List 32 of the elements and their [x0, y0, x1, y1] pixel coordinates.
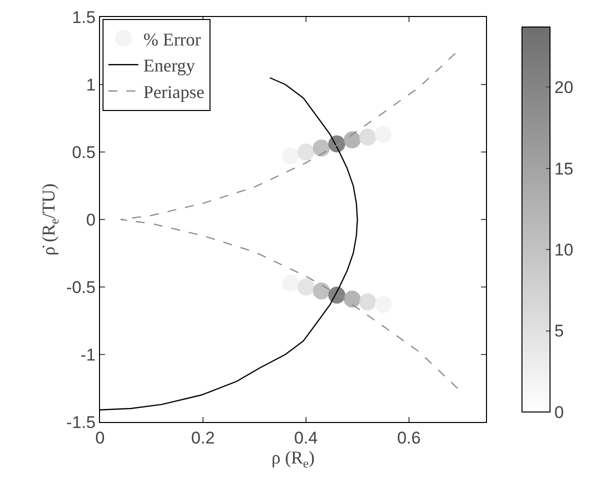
y-tick-label: 0.5	[72, 142, 96, 162]
legend-label: Periapse	[143, 82, 204, 102]
x-tick-label: 0.6	[397, 428, 421, 448]
point	[344, 131, 361, 148]
point	[359, 128, 376, 146]
point	[297, 144, 314, 160]
point	[282, 148, 299, 165]
x-tick-label: 0.2	[191, 428, 215, 448]
point	[374, 296, 392, 314]
color-bar-label: 0	[554, 402, 564, 422]
color-bar-label: 15	[554, 159, 574, 178]
point	[312, 282, 330, 300]
line-series	[120, 52, 461, 392]
point	[312, 139, 330, 156]
point	[374, 126, 392, 143]
color-bar-label: 10	[554, 240, 574, 260]
y-tick-label: -0.5	[66, 278, 96, 297]
y-tick-label: 1	[86, 75, 96, 94]
y-tick-label: -1.5	[66, 412, 96, 432]
legend-label: % Error	[143, 29, 201, 50]
point	[344, 290, 361, 308]
y-tick-label: 0	[86, 210, 96, 230]
y-tick-label: -1	[80, 345, 96, 364]
point	[282, 274, 299, 292]
color-bar-label: 20	[554, 78, 574, 98]
x-tick-label: 0.4	[294, 428, 318, 448]
y-tick-label: 1.5	[72, 8, 96, 27]
color-bar-label: 5	[554, 322, 564, 341]
x-axis-title: ρ (R$_{e}$)	[272, 448, 315, 470]
legend-label: Energy	[143, 56, 195, 76]
point	[297, 278, 314, 296]
point	[359, 293, 376, 310]
